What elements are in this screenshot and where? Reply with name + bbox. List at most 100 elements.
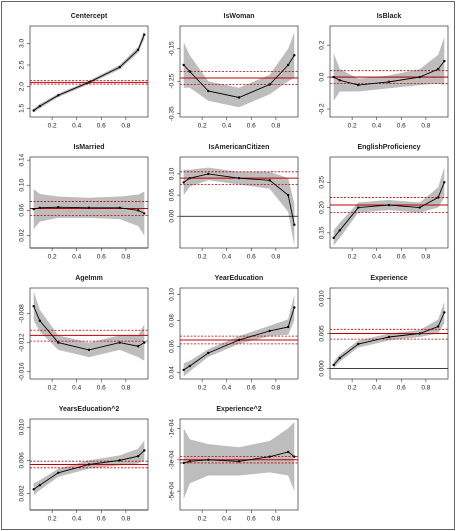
- x-tick-label: 0.8: [121, 516, 130, 523]
- coefficient-point: [87, 348, 91, 352]
- coefficient-point: [436, 196, 440, 199]
- plot-box: [29, 418, 149, 511]
- y-tick-label: 0.010: [319, 290, 326, 307]
- panel: Centercept 0.2 0.4 0.6 0.8 1.5 2.0 2.5 3.0: [19, 13, 149, 130]
- x-tick-label: 0.4: [72, 385, 81, 392]
- y-tick-label: -0.2: [319, 103, 326, 115]
- x-tick-label: 0.6: [397, 254, 406, 261]
- coefficient-point: [268, 83, 271, 86]
- y-tick-label: 3.0: [19, 38, 26, 47]
- y-tick-label: -0.016: [19, 362, 26, 381]
- panel: IsWoman 0.2 0.4 0.6 0.8 -0.35 -0.25 -0.15: [169, 13, 299, 130]
- coefficient-point: [188, 460, 192, 463]
- y-tick-label: 1.5: [19, 103, 26, 112]
- y-tick-label: 0.20: [319, 201, 326, 214]
- y-tick-label: -0.012: [19, 333, 26, 352]
- y-tick-label: 2.0: [19, 82, 26, 91]
- coefficient-point: [136, 48, 140, 52]
- coefficient-point: [338, 79, 342, 82]
- coefficient-point: [357, 342, 360, 346]
- coefficient-point: [293, 306, 296, 309]
- x-tick-label: 0.8: [121, 254, 130, 261]
- coefficient-point: [286, 63, 290, 67]
- coefficient-point: [32, 109, 35, 112]
- y-tick-label: 0.005: [319, 325, 326, 342]
- x-tick-label: 0.4: [372, 254, 381, 261]
- coefficient-point: [136, 209, 140, 212]
- confidence-band: [333, 302, 445, 369]
- coefficient-point: [357, 83, 360, 87]
- coefficient-point: [443, 311, 446, 314]
- x-tick-label: 0.6: [247, 516, 256, 523]
- coefficient-point: [143, 341, 146, 344]
- x-tick-label: 0.6: [97, 385, 106, 392]
- panel: AgeImm 0.2 0.4 0.6 0.8 -0.016 -0.012 -0.008: [19, 275, 149, 392]
- x-tick-label: 0.4: [222, 254, 231, 261]
- y-tick-label: -0.15: [169, 41, 176, 56]
- coefficient-point: [143, 449, 146, 452]
- x-tick-label: 0.8: [421, 254, 430, 261]
- coefficient-point: [32, 207, 35, 211]
- panel: IsMarried 0.2 0.4 0.6 0.8 0.02 0.06 0.10 0.14: [19, 144, 149, 261]
- coefficient-point: [207, 89, 210, 93]
- y-tick-label: 0.25: [319, 176, 326, 189]
- coefficient-point: [182, 181, 185, 184]
- coefficient-point: [436, 325, 440, 328]
- panel-title: IsBlack: [377, 13, 402, 20]
- x-tick-label: 0.4: [222, 385, 231, 392]
- coefficient-point: [207, 458, 210, 461]
- coefficient-point: [143, 212, 146, 215]
- x-tick-label: 0.2: [48, 254, 57, 261]
- coefficient-point: [143, 33, 146, 36]
- coefficient-point: [268, 179, 271, 182]
- coefficient-point: [188, 70, 192, 73]
- coefficient-point: [182, 63, 185, 67]
- coefficient-point: [118, 341, 121, 344]
- coefficient-point: [32, 305, 35, 308]
- x-tick-label: 0.6: [247, 385, 256, 392]
- coefficient-point: [188, 176, 192, 180]
- y-tick-label: 0.06: [169, 340, 176, 353]
- coefficient-point: [293, 223, 296, 226]
- y-tick-label: 0.15: [319, 226, 326, 239]
- coefficient-point: [443, 59, 446, 63]
- coefficient-point: [332, 75, 335, 79]
- x-tick-label: 0.2: [198, 254, 207, 261]
- coefficient-point: [387, 80, 391, 84]
- coefficient-point: [286, 193, 290, 197]
- panel-title: Experience: [370, 275, 407, 282]
- panel: EnglishProficiency 0.2 0.4 0.6 0.8 0.15 0.20 0.…: [319, 144, 449, 261]
- confidence-band: [183, 167, 295, 246]
- plot-box: [29, 25, 149, 118]
- plot-box: [329, 25, 449, 118]
- plot-box: [179, 156, 299, 249]
- x-tick-label: 0.6: [97, 516, 106, 523]
- coefficient-point: [188, 364, 192, 368]
- x-tick-label: 0.6: [97, 254, 106, 261]
- y-tick-label: 0.10: [19, 179, 26, 192]
- x-tick-label: 0.8: [421, 385, 430, 392]
- plot-box: [179, 418, 299, 511]
- coefficient-point: [118, 65, 121, 69]
- y-tick-label: 0.002: [19, 485, 26, 502]
- x-tick-label: 0.2: [198, 385, 207, 392]
- coefficient-point: [293, 54, 296, 57]
- x-tick-label: 0.2: [348, 123, 357, 130]
- coefficient-point: [237, 176, 241, 180]
- coefficient-point: [338, 229, 342, 232]
- coefficient-point: [182, 461, 185, 465]
- coefficient-point: [57, 471, 60, 474]
- x-tick-label: 0.4: [222, 516, 231, 523]
- y-tick-label: -1e-04: [169, 419, 176, 438]
- coefficient-point: [237, 338, 241, 342]
- confidence-band: [183, 294, 295, 377]
- coefficient-point: [207, 172, 210, 176]
- x-tick-label: 0.8: [121, 385, 130, 392]
- coefficient-point: [38, 483, 42, 487]
- y-tick-label: -0.25: [169, 73, 176, 88]
- coefficient-point: [332, 363, 335, 367]
- coefficient-point: [118, 206, 121, 210]
- y-tick-label: 0.000: [319, 360, 326, 377]
